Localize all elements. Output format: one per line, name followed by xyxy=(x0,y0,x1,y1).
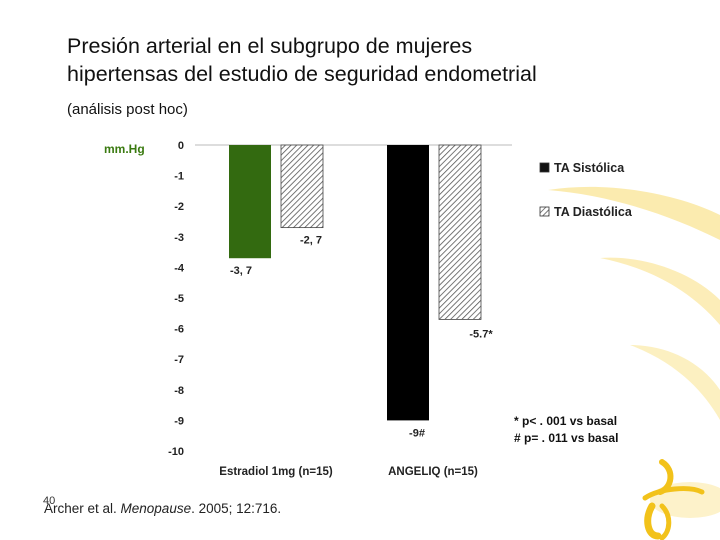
y-tick-label: 0 xyxy=(178,140,184,152)
bar-diastolic-angeliq xyxy=(438,144,482,320)
legend-label: TA Sistólica xyxy=(554,161,625,175)
data-label: -2, 7 xyxy=(300,235,322,247)
decor-swoosh-mid xyxy=(600,257,720,325)
legend-swatch-systolic xyxy=(539,162,550,173)
x-category-label: ANGELIQ (n=15) xyxy=(388,466,478,478)
y-tick-label: -2 xyxy=(174,201,184,213)
y-tick-label: -9 xyxy=(174,415,184,427)
citation-rest: . 2005; 12:716. xyxy=(191,501,282,516)
y-tick-label: -10 xyxy=(168,446,184,458)
footnote-line-1: * p< . 001 vs basal xyxy=(514,414,618,428)
decor-swoosh-lower xyxy=(630,345,720,420)
data-label: -3, 7 xyxy=(230,265,252,277)
slide-subtitle: (análisis post hoc) xyxy=(67,101,188,118)
y-tick-label: -3 xyxy=(174,232,184,244)
page-number: 40 xyxy=(43,495,56,507)
data-label: -9# xyxy=(409,427,425,439)
footnote-line-2: # p= . 011 vs basal xyxy=(514,431,619,445)
citation-author: Archer et al. xyxy=(44,501,121,516)
legend-swatch-diastolic xyxy=(539,206,550,217)
legend-label: TA Diastólica xyxy=(554,205,633,219)
y-tick-label: -8 xyxy=(174,385,184,397)
data-label: -5.7* xyxy=(469,328,493,340)
x-category-label: Estradiol 1mg (n=15) xyxy=(219,466,333,478)
citation: Archer et al. Menopause. 2005; 12:716. xyxy=(44,501,281,516)
significance-footnote: * p< . 001 vs basal # p= . 011 vs basal xyxy=(514,413,618,447)
bar-systolic-estradiol xyxy=(229,145,271,259)
citation-journal: Menopause xyxy=(120,501,192,516)
bar-systolic-angeliq xyxy=(387,145,429,421)
y-tick-label: -1 xyxy=(174,171,184,183)
y-tick-label: -5 xyxy=(174,293,184,305)
decor-swoosh-upper xyxy=(548,186,720,240)
y-tick-label: -6 xyxy=(174,324,184,336)
slide-title: Presión arterial en el subgrupo de mujer… xyxy=(67,32,537,88)
brand-logo-icon xyxy=(642,459,705,540)
y-axis-label: mm.Hg xyxy=(104,142,145,156)
slide-title-line1: Presión arterial en el subgrupo de mujer… xyxy=(67,34,473,58)
slide-title-line2: hipertensas del estudio de seguridad end… xyxy=(67,62,537,86)
y-tick-label: -7 xyxy=(174,354,184,366)
y-tick-label: -4 xyxy=(174,262,185,274)
bar-diastolic-estradiol xyxy=(280,144,324,229)
